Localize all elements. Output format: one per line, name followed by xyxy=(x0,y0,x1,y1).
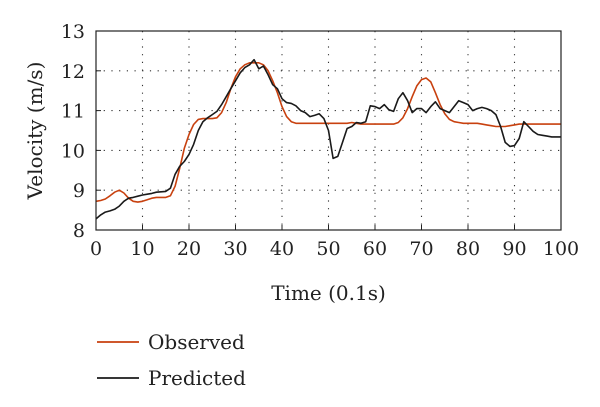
x-tick-label: 40 xyxy=(270,238,294,260)
x-tick-label: 60 xyxy=(363,238,387,260)
x-tick-label: 10 xyxy=(130,238,154,260)
x-tick-label: 70 xyxy=(409,238,433,260)
legend-label-observed: Observed xyxy=(148,330,245,354)
y-tick-label: 12 xyxy=(61,61,85,83)
series-line-predicted xyxy=(95,58,561,220)
x-axis-title: Time (0.1s) xyxy=(271,281,386,305)
legend: Observed Predicted xyxy=(97,330,246,390)
series-line-observed xyxy=(95,62,561,203)
x-tick-label: 100 xyxy=(543,238,579,260)
y-tick-label: 9 xyxy=(73,180,85,202)
x-tick-label: 20 xyxy=(177,238,201,260)
y-axis-title: Velocity (m/s) xyxy=(23,62,47,201)
legend-label-predicted: Predicted xyxy=(148,366,246,390)
x-tick-label: 0 xyxy=(90,238,102,260)
y-tick-label: 13 xyxy=(61,21,85,43)
x-tick-label: 90 xyxy=(502,238,526,260)
y-tick-label: 11 xyxy=(61,101,85,123)
y-axis-ticks: 8 9 10 11 12 13 xyxy=(61,21,101,242)
x-tick-label: 80 xyxy=(456,238,480,260)
x-axis-ticks: 0 10 20 30 40 50 60 70 80 90 100 xyxy=(90,225,579,260)
y-tick-label: 10 xyxy=(61,140,85,162)
x-tick-label: 50 xyxy=(316,238,340,260)
y-tick-label: 8 xyxy=(73,220,85,242)
x-tick-label: 30 xyxy=(223,238,247,260)
series-lines xyxy=(95,58,561,220)
